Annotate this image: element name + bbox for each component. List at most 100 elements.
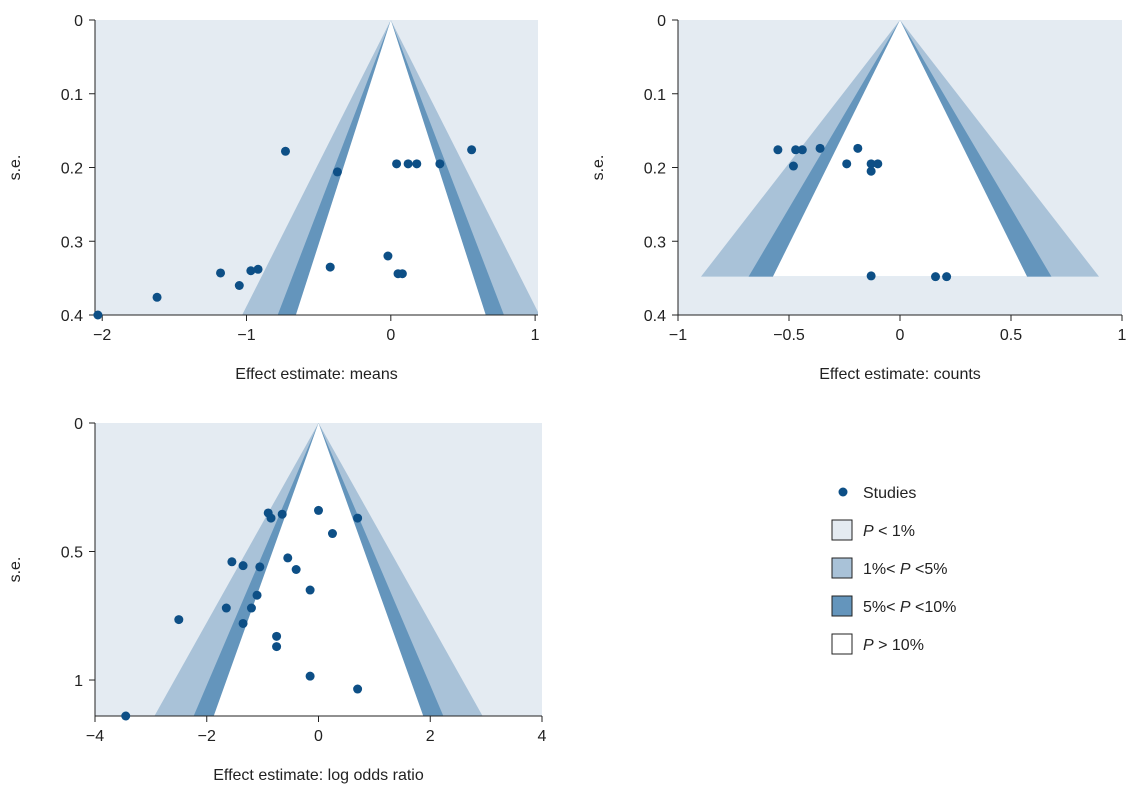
study-point: [253, 264, 263, 274]
contour-regions: [95, 20, 538, 315]
study-point: [314, 505, 323, 515]
region-p-gt-10: [772, 20, 1028, 277]
study-point: [280, 146, 290, 156]
study-point: [227, 557, 237, 567]
study-point: [392, 159, 402, 169]
y-tick-label: 0: [74, 13, 83, 30]
study-point: [252, 590, 262, 600]
study-point: [325, 262, 335, 272]
x-tick-label: 0.5: [1000, 327, 1022, 344]
legend-swatch-p-1-5: [831, 557, 853, 579]
study-point: [305, 671, 315, 681]
y-tick-label: 0: [657, 13, 666, 30]
study-point: [152, 292, 162, 302]
y-axis-label: s.e.: [7, 557, 24, 583]
study-point: [266, 513, 276, 523]
y-tick-label: 1: [74, 673, 83, 690]
legend-studies-marker: [838, 487, 848, 497]
study-point: [121, 711, 131, 721]
x-axis-label: Effect estimate: counts: [819, 366, 981, 383]
study-point: [866, 159, 876, 169]
study-point: [435, 159, 445, 169]
y-axis-label: s.e.: [7, 155, 24, 181]
study-point: [383, 251, 393, 261]
y-tick-label: 0.1: [644, 87, 666, 104]
study-point: [305, 585, 315, 595]
study-point: [866, 166, 876, 176]
study-point: [931, 272, 941, 282]
study-point: [853, 143, 863, 153]
x-tick-label: −4: [86, 728, 104, 745]
x-tick-label: 0: [386, 327, 395, 344]
study-point: [842, 159, 852, 169]
legend-studies-label: Studies: [863, 485, 916, 502]
study-point: [797, 145, 807, 155]
contour-regions: [678, 20, 1122, 315]
x-tick-label: −1: [669, 327, 687, 344]
y-tick-label: 0.4: [61, 308, 83, 325]
legend-swatch-p-lt-1: [831, 519, 853, 541]
study-point: [246, 603, 256, 613]
legend-label-p-1-5: 1%< P <5%: [863, 561, 948, 578]
study-point: [216, 268, 226, 278]
study-point: [397, 269, 407, 279]
study-point: [403, 159, 413, 169]
legend-swatch-p-gt-10: [831, 633, 853, 655]
legend: Studies P < 1% 1%< P <5% 5%< P <10% P > …: [831, 485, 956, 655]
x-tick-label: 1: [1118, 327, 1126, 344]
y-tick-label: 0.2: [644, 161, 666, 178]
study-point: [255, 562, 265, 572]
y-tick-label: 0.2: [61, 161, 83, 178]
study-point: [866, 271, 876, 281]
study-point: [773, 145, 783, 155]
y-tick-label: 0.4: [644, 308, 666, 325]
study-point: [238, 561, 248, 571]
study-point: [174, 615, 184, 625]
region-p-gt-10: [213, 423, 424, 716]
study-point: [788, 161, 798, 171]
legend-label-p-gt-10: P > 10%: [863, 637, 924, 654]
study-point: [93, 310, 103, 320]
x-tick-label: −0.5: [773, 327, 805, 344]
legend-label-p-lt-1: P < 1%: [863, 523, 915, 540]
study-point: [277, 509, 287, 519]
study-point: [291, 565, 301, 574]
study-point: [246, 266, 256, 276]
study-point: [283, 553, 293, 563]
study-points: [93, 145, 477, 320]
study-points: [121, 505, 363, 721]
study-point: [815, 143, 825, 153]
study-point: [353, 684, 363, 694]
x-axis-label: Effect estimate: means: [235, 366, 397, 383]
study-point: [873, 159, 883, 169]
study-point: [467, 145, 477, 155]
study-point: [412, 159, 422, 169]
funnel-plot-log-odds-ratio: −4 −2 0 2 4 0 0.5 1 Effect estimate: log odds ra…: [7, 416, 547, 784]
study-point: [327, 529, 337, 539]
y-tick-label: 0.3: [644, 234, 666, 251]
study-point: [332, 167, 342, 177]
x-tick-label: 4: [538, 728, 547, 745]
x-tick-label: −2: [93, 327, 111, 344]
funnel-plot-means: −2 −1 0 1 0 0.1 0.2 0.3 0.4 Effect estimate: mean…: [7, 13, 540, 383]
y-axis-label: s.e.: [590, 155, 607, 181]
y-tick-label: 0.5: [61, 545, 83, 562]
x-tick-label: 0: [896, 327, 905, 344]
study-point: [942, 272, 952, 282]
x-axis-label: Effect estimate: log odds ratio: [213, 767, 424, 784]
legend-swatch-p-5-10: [831, 595, 853, 617]
x-tick-label: 2: [426, 728, 435, 745]
x-tick-label: 0: [314, 728, 323, 745]
x-tick-label: −2: [198, 728, 216, 745]
y-tick-label: 0.3: [61, 234, 83, 251]
study-point: [238, 618, 248, 628]
study-point: [234, 281, 244, 290]
contour-regions: [95, 423, 542, 716]
legend-label-p-5-10: 5%< P <10%: [863, 599, 956, 616]
y-tick-label: 0: [74, 416, 83, 433]
funnel-plot-counts: −1 −0.5 0 0.5 1 0 0.1 0.2 0.3 0.4 Effect estimate:…: [590, 13, 1126, 383]
study-point: [791, 145, 801, 155]
region-p-gt-10: [295, 20, 486, 315]
x-tick-label: −1: [237, 327, 255, 344]
